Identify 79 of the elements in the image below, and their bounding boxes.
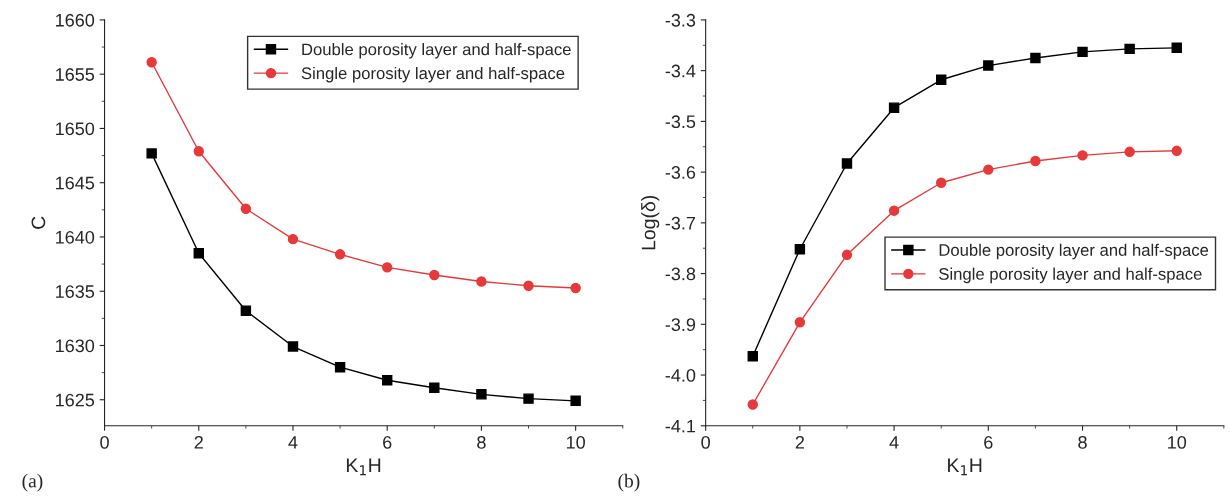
point <box>523 393 534 404</box>
x-tick-label: 4 <box>889 436 899 449</box>
point <box>334 361 346 373</box>
point <box>935 177 947 188</box>
x-tick-label: 8 <box>1078 435 1087 449</box>
point <box>429 382 440 394</box>
point <box>287 341 299 352</box>
point <box>1030 155 1041 167</box>
point <box>523 280 534 292</box>
legend-label: Single porosity layer and half-space <box>301 66 565 83</box>
text: (b) <box>618 473 640 492</box>
point <box>570 395 581 407</box>
point <box>888 205 900 216</box>
point <box>747 351 758 362</box>
y-axis-title: C <box>31 216 46 229</box>
legend-label: Single porosity layer and half-space <box>939 267 1202 284</box>
x-tick-label: 10 <box>566 435 585 449</box>
point <box>240 305 252 316</box>
point <box>381 375 393 386</box>
point <box>1077 46 1088 58</box>
point <box>1077 150 1088 161</box>
x-tick-label: 0 <box>701 435 710 449</box>
point <box>935 74 947 85</box>
y-tick-label: 1655 <box>56 68 95 81</box>
y-tick-label: -3.4 <box>665 64 696 78</box>
legend-label: Double porosity layer and half-space <box>302 43 571 59</box>
x-tick-label: 6 <box>383 435 392 449</box>
x-axis-title: K$_{1}$H <box>346 458 381 476</box>
point <box>841 249 853 261</box>
x-axis-title: K$_{1}$H <box>948 458 982 476</box>
point <box>193 248 204 259</box>
point <box>888 102 900 113</box>
y-tick-label: -4.0 <box>665 368 696 382</box>
legend-label: Double porosity layer and half-space <box>939 243 1209 260</box>
y-tick-label: 1645 <box>56 176 95 190</box>
point <box>334 249 346 260</box>
point <box>240 203 252 214</box>
point <box>476 276 487 287</box>
point <box>1171 145 1182 157</box>
point <box>1171 42 1182 54</box>
text: (a) <box>22 473 43 492</box>
x-tick-label: 10 <box>1168 435 1187 449</box>
x-tick-label: 2 <box>795 435 804 449</box>
y-tick-label: -3.9 <box>665 318 696 332</box>
x-tick-label: 8 <box>477 435 486 449</box>
point <box>287 233 299 245</box>
point <box>381 262 393 273</box>
y-tick-label: -3.5 <box>665 115 696 129</box>
y-tick-label: -3.7 <box>665 216 696 230</box>
point <box>193 146 204 157</box>
x-tick-label: 6 <box>984 435 993 449</box>
point <box>747 399 758 410</box>
point <box>1030 52 1041 64</box>
x-tick-label: 4 <box>288 436 298 449</box>
point <box>146 57 157 68</box>
point <box>983 164 994 175</box>
y-axis-title: Log(δ) <box>641 195 660 250</box>
y-tick-label: 1635 <box>56 285 95 298</box>
y-tick-label: 1640 <box>56 230 95 244</box>
point <box>429 269 440 281</box>
point <box>983 60 994 71</box>
point <box>841 158 853 169</box>
y-tick-label: 1650 <box>56 122 95 136</box>
y-tick-label: -3.6 <box>665 166 696 179</box>
point <box>794 244 806 255</box>
x-tick-label: 2 <box>194 435 203 449</box>
point <box>570 282 581 294</box>
y-tick-label: 1625 <box>56 393 95 407</box>
y-tick-label: 1660 <box>56 13 95 27</box>
point <box>1124 43 1135 55</box>
y-tick-label: -3.3 <box>665 13 696 27</box>
y-tick-label: -3.8 <box>665 267 696 281</box>
y-tick-label: 1630 <box>56 339 95 353</box>
y-tick-label: -4.1 <box>665 419 696 433</box>
point <box>146 148 157 159</box>
point <box>794 317 806 328</box>
point <box>1124 146 1135 158</box>
x-tick-label: 0 <box>100 435 109 449</box>
point <box>476 389 487 400</box>
